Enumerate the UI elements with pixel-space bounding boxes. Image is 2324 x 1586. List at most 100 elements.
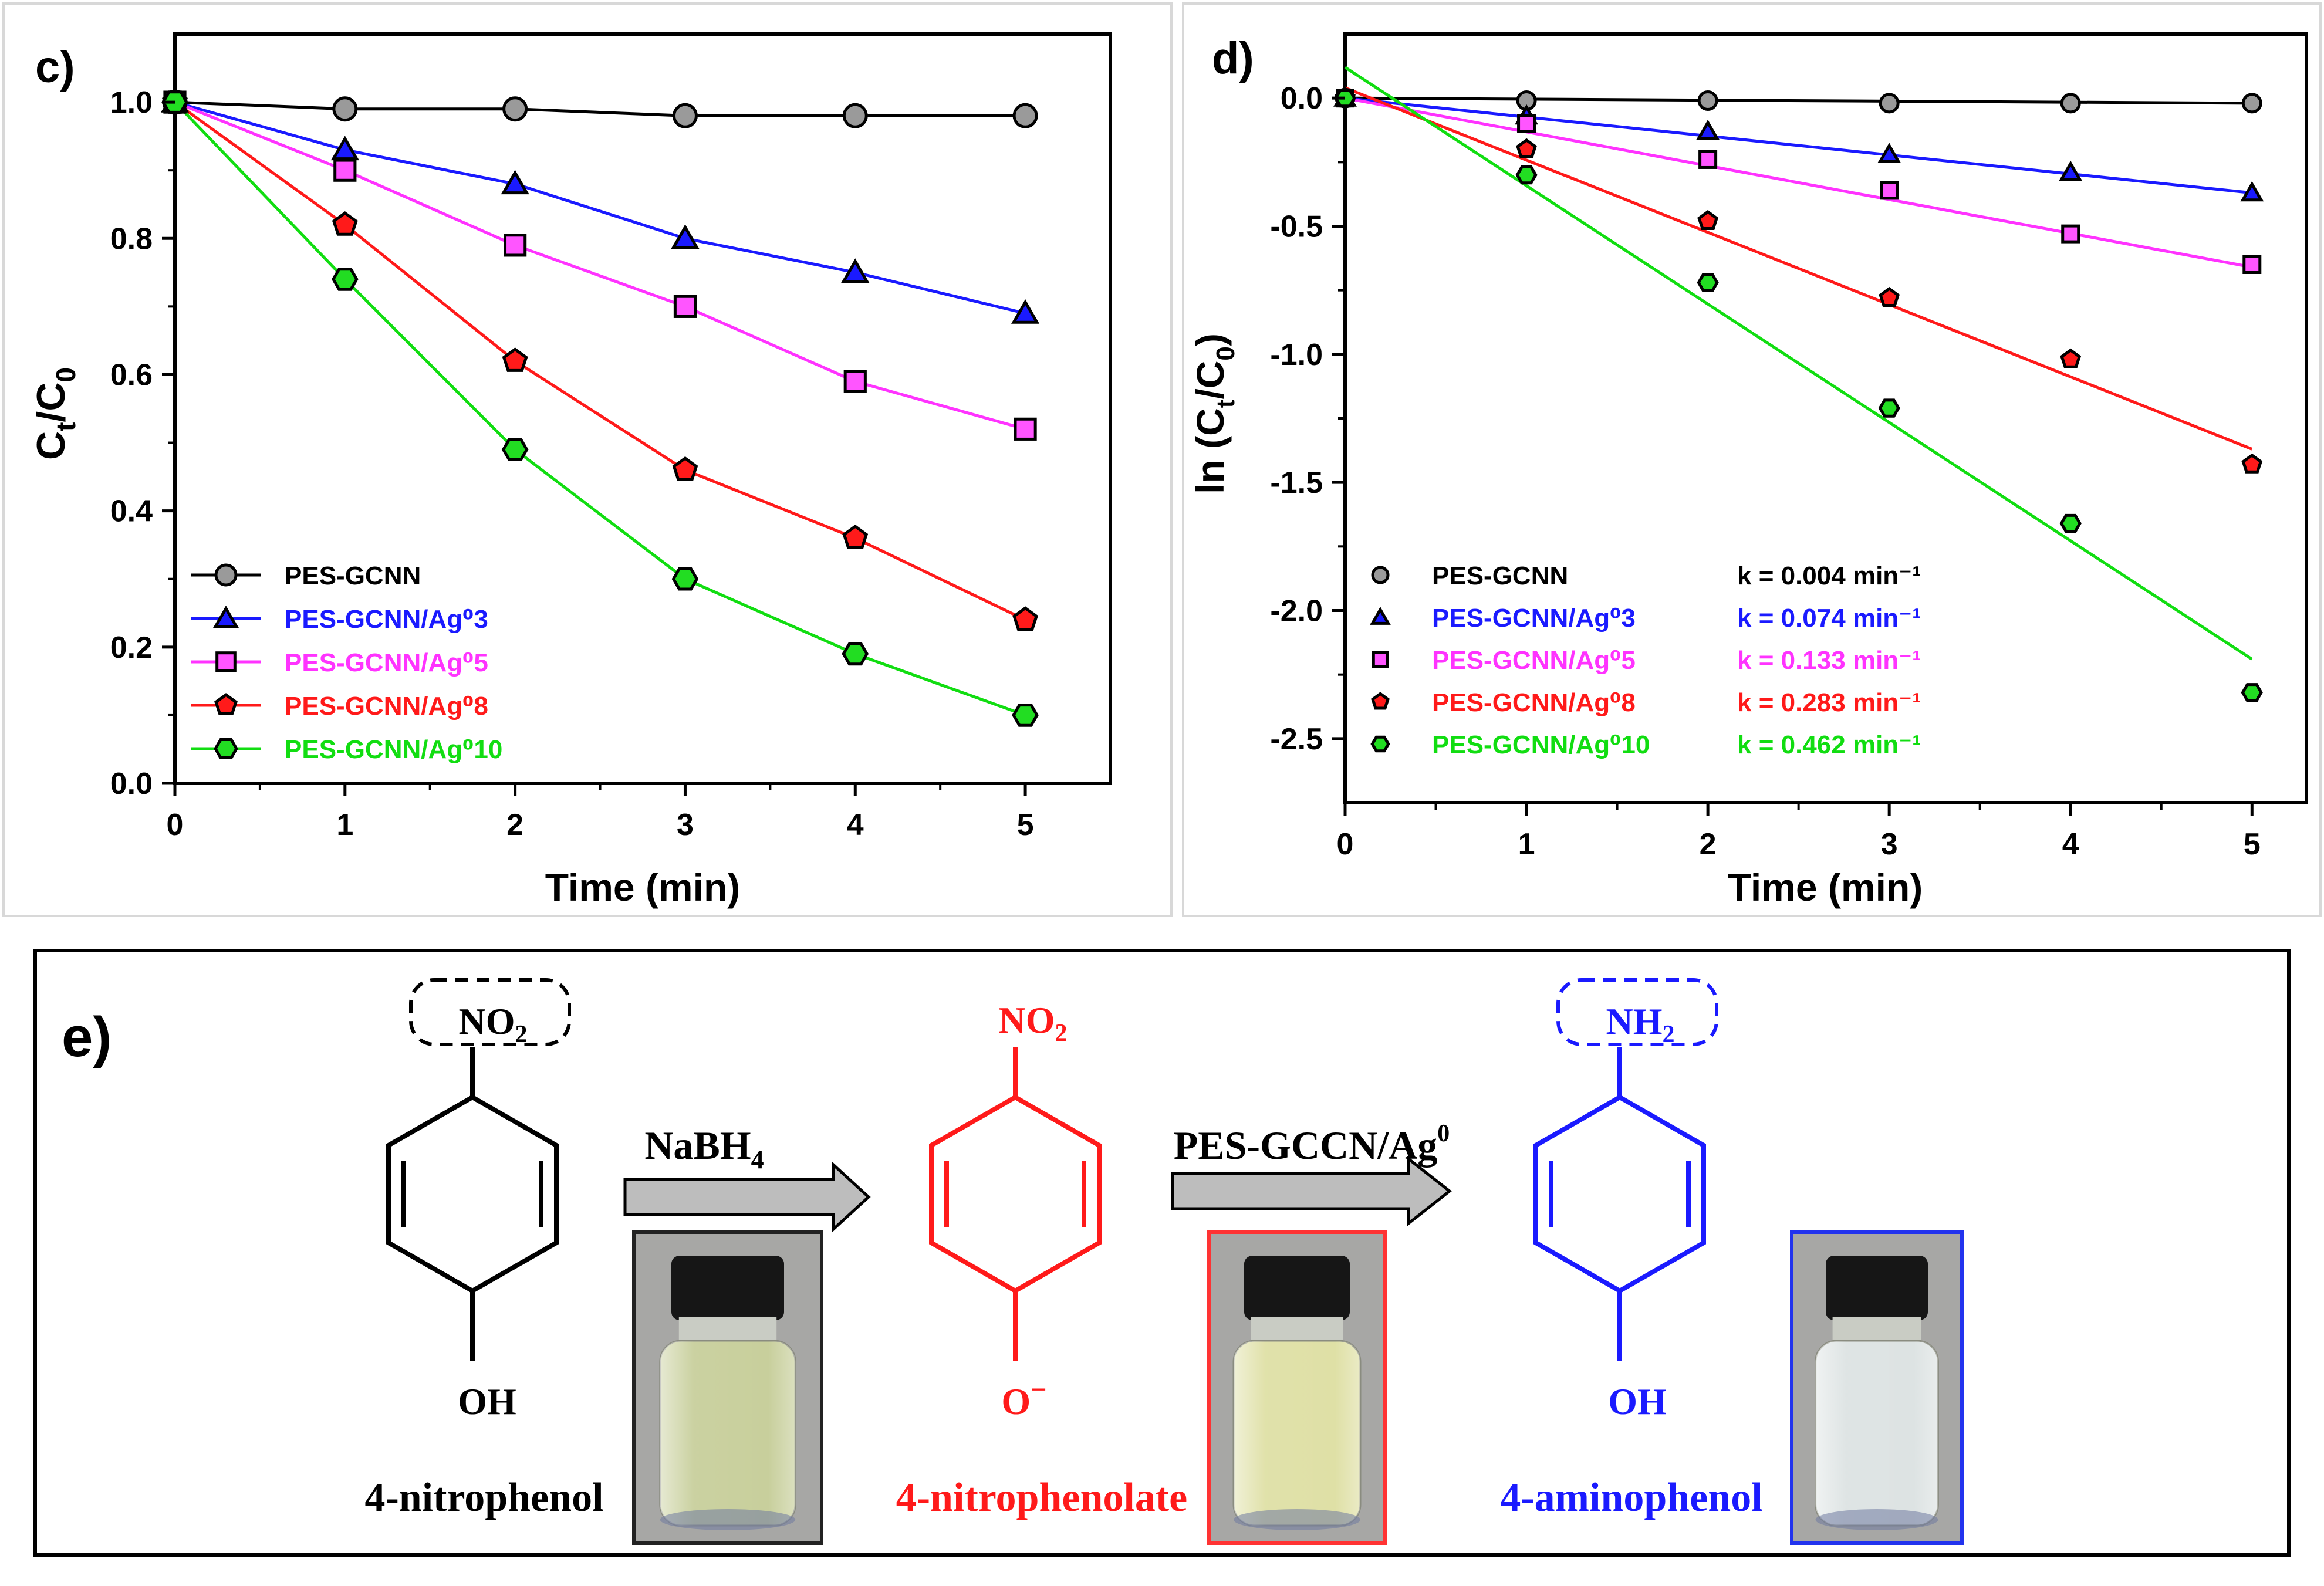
y-tick-label: -0.5 — [1270, 210, 1323, 244]
data-point-s3-p1 — [1516, 138, 1537, 158]
data-point-s2-p5 — [2242, 255, 2262, 274]
data-point-s1-p5 — [2240, 181, 2264, 202]
arrow-2-label: PES-GCCN/Ag0 — [1174, 1120, 1450, 1168]
vial-cap — [1826, 1256, 1928, 1320]
x-tick-label: 5 — [1017, 808, 1034, 842]
data-point-s4-p2 — [1697, 273, 1719, 292]
legend-entry: PES-GCNN/Ag⁰8 — [1432, 688, 1636, 717]
data-point-s4-p1 — [332, 268, 359, 291]
fit-line-1 — [1345, 96, 2252, 195]
benzene-ring — [929, 1094, 1102, 1294]
oh-group-label-1: OH — [458, 1381, 516, 1422]
data-point-s0-p1 — [332, 96, 358, 122]
data-point-s2-p2 — [1698, 150, 1718, 169]
chart-c-x-axis-label: Time (min) — [545, 865, 740, 909]
molecule-name-4-nitrophenol: 4-nitrophenol — [364, 1475, 603, 1520]
vial-glass-shine — [1815, 1341, 1938, 1526]
x-tick-label: 3 — [1881, 827, 1898, 861]
data-point-s2-p5 — [1014, 417, 1037, 441]
vial-photo-3 — [1790, 1230, 1964, 1545]
chart-d-x-axis-label: Time (min) — [1728, 865, 1923, 909]
reaction-scheme: e) NO2 OH 4-nitrophenol NaBH4 NO2 O− 4-n… — [62, 978, 1964, 1545]
data-point-s4-p1 — [1515, 165, 1538, 185]
x-tick-label: 5 — [2244, 827, 2261, 861]
legend-marker — [214, 738, 238, 759]
vial-glass-shine — [660, 1341, 796, 1526]
vial-photo-2 — [1207, 1230, 1387, 1545]
data-point-s0-p2 — [502, 96, 528, 122]
panel-e-label: e) — [62, 1006, 112, 1068]
legend-marker — [214, 693, 238, 715]
data-point-s4-p5 — [1012, 704, 1039, 727]
legend-rate-constant: k = 0.074 min⁻¹ — [1737, 604, 1921, 633]
legend-marker — [214, 563, 238, 587]
data-point-s3-p2 — [502, 347, 528, 372]
chart-c: c) 0 1 2 3 4 5 0.0 0.2 0.4 0.6 0.8 1.0 PES-GCNN PES-… — [29, 32, 1112, 909]
vial-base — [1234, 1509, 1360, 1530]
y-tick-label: 0.0 — [1281, 82, 1323, 116]
y-tick-label: -1.5 — [1270, 466, 1323, 500]
chart-c-plot-frame — [173, 32, 1112, 785]
vial-cap — [671, 1256, 784, 1320]
nh2-group-label: NH2 — [1606, 1000, 1675, 1048]
molecule-name-4-aminophenol: 4-aminophenol — [1500, 1475, 1762, 1520]
x-tick-label: 2 — [1700, 827, 1717, 861]
legend-entry: PES-GCNN — [285, 562, 421, 590]
data-point-s3-p5 — [1012, 606, 1039, 631]
legend-entry: PES-GCNN/Ag⁰8 — [285, 692, 488, 721]
data-point-s4-p4 — [842, 642, 869, 666]
x-tick-label: 0 — [1337, 827, 1354, 861]
y-tick-label: -2.5 — [1270, 722, 1323, 756]
y-tick-label: 0.6 — [110, 358, 153, 392]
legend-rate-constant: k = 0.462 min⁻¹ — [1737, 731, 1921, 759]
vial-base — [660, 1509, 796, 1530]
x-tick-label: 1 — [336, 808, 353, 842]
data-point-s4-p5 — [2241, 683, 2263, 702]
chart-d: d) 0 1 2 3 4 5 0.0 -0.5 -1.0 -1.5 -2.0 -2.5 PES-GCN… — [1188, 32, 2308, 909]
data-point-s3-p2 — [1697, 209, 1719, 230]
data-point-s3-p1 — [332, 211, 358, 236]
vial-glass-shine — [1234, 1341, 1360, 1526]
legend-entry: PES-GCNN/Ag⁰5 — [1432, 646, 1636, 675]
molecule-4-aminophenol — [1533, 978, 1718, 1361]
data-point-s0-p3 — [1879, 93, 1900, 114]
chart-c-y-axis-label: Ct/C0 — [29, 367, 81, 460]
arrow-1-label: NaBH4 — [644, 1123, 764, 1174]
panel-d-frame — [1182, 2, 2322, 917]
molecule-name-4-nitrophenolate: 4-nitrophenolate — [896, 1475, 1188, 1520]
data-point-s3-p4 — [842, 525, 869, 549]
data-point-s0-p5 — [2241, 93, 2262, 114]
data-point-s1-p3 — [671, 224, 700, 249]
benzene-ring — [386, 1094, 559, 1294]
legend-marker — [212, 606, 239, 628]
legend-rate-constant: k = 0.004 min⁻¹ — [1737, 562, 1921, 590]
panel-e-frame — [33, 949, 2291, 1557]
y-tick-label: -1.0 — [1270, 338, 1323, 372]
legend-marker — [215, 651, 237, 672]
data-point-s2-p3 — [673, 295, 697, 318]
y-tick-label: -2.0 — [1270, 594, 1323, 628]
legend-marker — [1372, 651, 1389, 668]
data-point-s3-p3 — [1879, 286, 1900, 307]
legend-marker — [1370, 735, 1390, 753]
legend-rate-constant: k = 0.133 min⁻¹ — [1737, 646, 1921, 675]
fit-line-0 — [1345, 96, 2252, 105]
data-point-s0-p3 — [672, 103, 698, 128]
fit-line-3 — [1345, 86, 2253, 451]
data-point-s1-p4 — [841, 258, 870, 283]
panel-d-label: d) — [1212, 33, 1254, 83]
fit-line-4 — [1344, 66, 2253, 661]
x-tick-label: 3 — [677, 808, 694, 842]
vial-neck — [678, 1317, 777, 1344]
legend-marker — [1371, 692, 1390, 710]
molecule-4-nitrophenolate — [929, 1047, 1102, 1361]
x-tick-label: 4 — [847, 808, 864, 842]
data-point-s4-p3 — [671, 567, 699, 591]
panel-c-label: c) — [35, 42, 75, 92]
data-point-s0-p4 — [842, 103, 868, 128]
no2-group-label-2: NO2 — [999, 999, 1068, 1047]
vial-cap — [1244, 1256, 1350, 1320]
legend-entry: PES-GCNN/Ag⁰3 — [285, 605, 488, 634]
legend-entry: PES-GCNN/Ag⁰10 — [285, 735, 502, 764]
